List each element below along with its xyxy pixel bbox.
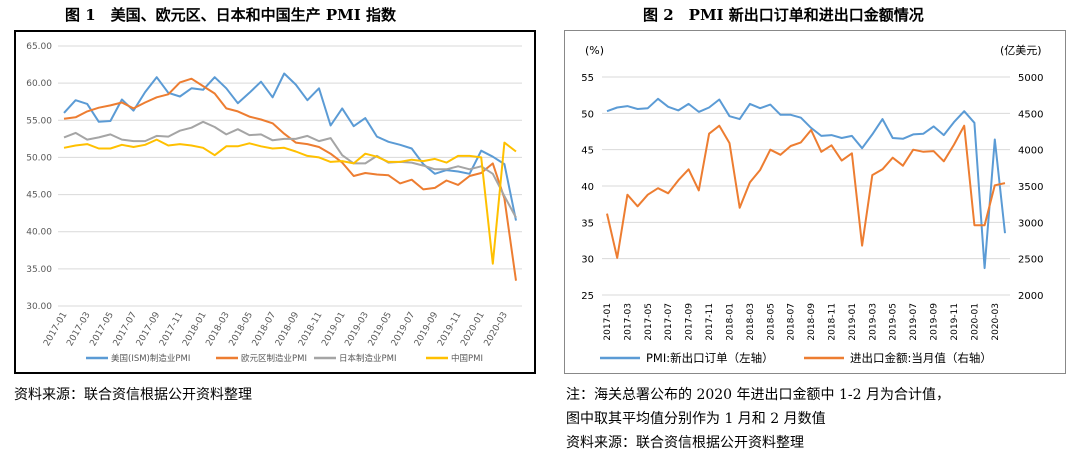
x-tick-label: 2019-05: [889, 303, 899, 341]
x-tick-label: 2020-03: [991, 303, 1001, 341]
right-chart-frame: [564, 30, 1066, 374]
legend-label: 日本制造业PMI: [339, 353, 396, 364]
right-axis-unit: (亿美元): [1000, 44, 1042, 57]
series-line: [606, 97, 1006, 270]
y-right-tick-label: 3500: [1018, 182, 1043, 193]
x-tick-label: 2019-07: [909, 303, 919, 341]
x-tick-label: 2017-07: [664, 303, 674, 341]
y-left-tick-label: 55: [581, 73, 594, 84]
x-tick-label: 2018-09: [807, 303, 817, 341]
left-axis-unit: (%): [585, 44, 604, 57]
y-left-tick-label: 40: [581, 182, 594, 193]
left-source-note: 资料来源：联合资信根据公开资料整理: [14, 387, 252, 403]
y-right-tick-label: 2500: [1018, 255, 1043, 266]
y-tick-label: 60.00: [26, 79, 52, 89]
right-note-line-1: 注：海关总署公布的 2020 年进出口金额中 1-2 月为合计值，: [566, 387, 950, 403]
y-left-tick-label: 45: [581, 146, 594, 157]
y-tick-label: 65.00: [26, 42, 52, 52]
y-tick-label: 35.00: [26, 265, 52, 275]
y-right-tick-label: 4000: [1018, 146, 1043, 157]
y-tick-label: 55.00: [26, 116, 52, 126]
left-chart-frame: [14, 30, 536, 374]
legend-label: 欧元区制造业PMI: [241, 353, 307, 364]
series-line: [63, 120, 517, 219]
x-tick-label: 2017-11: [705, 303, 715, 341]
x-tick-label: 2018-05: [766, 303, 776, 341]
series-line: [63, 72, 517, 221]
y-right-tick-label: 5000: [1018, 73, 1043, 84]
y-left-tick-label: 50: [581, 109, 594, 120]
left-figure-title: 图 1 美国、欧元区、日本和中国生产 PMI 指数: [65, 6, 397, 24]
legend-label: 进出口金额:当月值（右轴）: [850, 351, 992, 365]
y-tick-label: 50.00: [26, 153, 52, 163]
y-tick-label: 30.00: [26, 302, 52, 312]
y-right-tick-label: 4500: [1018, 109, 1043, 120]
y-right-tick-label: 3000: [1018, 218, 1043, 229]
x-tick-label: 2019-01: [848, 303, 858, 341]
x-tick-label: 2017-09: [685, 303, 695, 341]
x-tick-label: 2018-01: [725, 303, 735, 341]
legend-label: PMI:新出口订单（左轴）: [646, 351, 774, 365]
right-figure-title: 图 2 PMI 新出口订单和进出口金额情况: [643, 6, 924, 24]
y-left-tick-label: 30: [581, 255, 594, 266]
x-tick-label: 2020-01: [970, 303, 980, 341]
y-tick-label: 45.00: [26, 191, 52, 201]
x-tick-label: 2018-03: [746, 303, 756, 341]
y-left-tick-label: 25: [581, 291, 594, 302]
x-tick-label: 2017-05: [644, 303, 654, 341]
y-left-tick-label: 35: [581, 218, 594, 229]
legend-label: 中国PMI: [451, 353, 483, 364]
x-tick-label: 2018-07: [787, 303, 797, 341]
right-source-note: 资料来源：联合资信根据公开资料整理: [566, 435, 804, 451]
x-tick-label: 2019-09: [930, 303, 940, 341]
x-tick-label: 2017-01: [603, 303, 613, 341]
y-right-tick-label: 2000: [1018, 291, 1043, 302]
x-tick-label: 2019-11: [950, 303, 960, 341]
series-line: [63, 138, 517, 265]
legend-label: 美国(ISM)制造业PMI: [111, 353, 190, 364]
x-tick-label: 2017-03: [623, 303, 633, 341]
y-tick-label: 40.00: [26, 228, 52, 238]
series-line: [606, 124, 1006, 259]
x-tick-label: 2019-03: [868, 303, 878, 341]
x-tick-label: 2018-11: [828, 303, 838, 341]
right-note-line-2: 图中取其平均值分别作为 1 月和 2 月数值: [566, 411, 826, 427]
